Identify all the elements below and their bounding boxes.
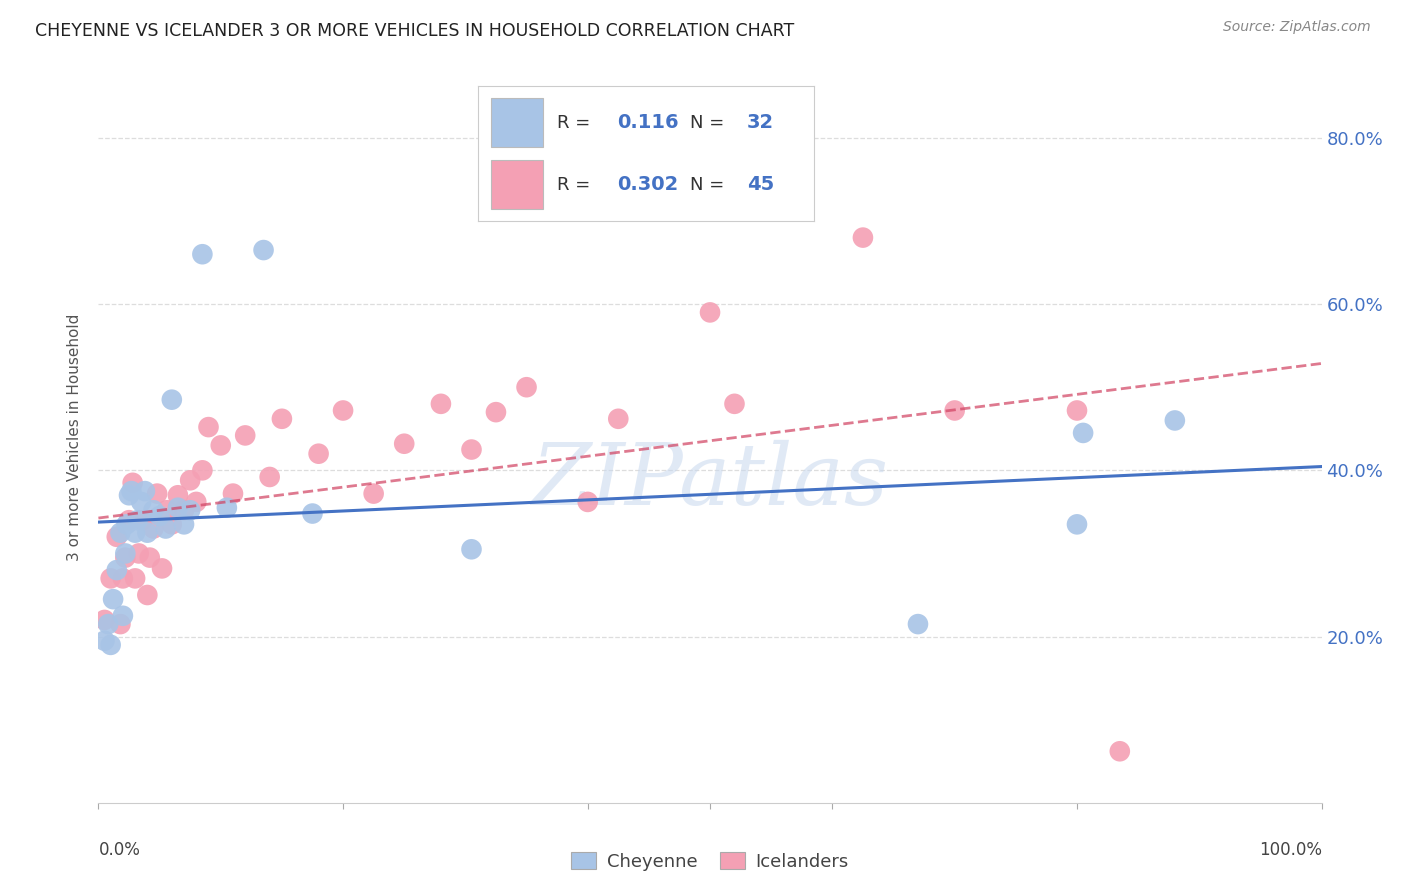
Point — [270, 412, 294, 426]
Text: ZIPatlas: ZIPatlas — [531, 440, 889, 523]
Point — [215, 500, 238, 515]
Point — [222, 486, 245, 500]
Point — [111, 571, 134, 585]
Point — [155, 521, 177, 535]
Point — [392, 436, 416, 450]
Point — [308, 447, 330, 461]
Point — [607, 412, 630, 426]
Text: 100.0%: 100.0% — [1258, 841, 1322, 859]
Point — [173, 503, 195, 517]
Point — [160, 392, 183, 407]
Point — [1071, 425, 1094, 440]
Point — [723, 397, 745, 411]
Point — [332, 403, 354, 417]
Point — [110, 617, 132, 632]
Point — [460, 442, 482, 457]
Text: Source: ZipAtlas.com: Source: ZipAtlas.com — [1223, 20, 1371, 34]
Point — [136, 588, 159, 602]
Point — [186, 495, 208, 509]
Point — [150, 561, 173, 575]
Point — [128, 546, 150, 560]
Point — [139, 550, 162, 565]
Point — [114, 550, 136, 565]
Point — [1066, 403, 1088, 417]
Point — [191, 463, 214, 477]
Point — [118, 488, 141, 502]
Point — [460, 542, 482, 557]
Point — [118, 513, 141, 527]
Point — [105, 530, 128, 544]
Point — [430, 397, 453, 411]
Y-axis label: 3 or more Vehicles in Household: 3 or more Vehicles in Household — [67, 313, 83, 561]
Point — [146, 486, 169, 500]
Point — [156, 503, 179, 517]
Point — [142, 521, 165, 535]
Point — [114, 546, 136, 560]
Legend: Cheyenne, Icelanders: Cheyenne, Icelanders — [564, 845, 856, 878]
Point — [131, 513, 153, 527]
Point — [576, 495, 599, 509]
Point — [134, 484, 156, 499]
Point — [943, 403, 966, 417]
Point — [907, 617, 929, 632]
Point — [252, 243, 274, 257]
Point — [852, 230, 875, 244]
Point — [97, 617, 120, 632]
Point — [101, 592, 124, 607]
Text: 0.0%: 0.0% — [98, 841, 141, 859]
Point — [301, 507, 323, 521]
Text: CHEYENNE VS ICELANDER 3 OR MORE VEHICLES IN HOUSEHOLD CORRELATION CHART: CHEYENNE VS ICELANDER 3 OR MORE VEHICLES… — [35, 22, 794, 40]
Point — [111, 608, 134, 623]
Point — [149, 509, 172, 524]
Point — [1066, 517, 1088, 532]
Point — [167, 488, 190, 502]
Point — [197, 420, 219, 434]
Point — [110, 525, 132, 540]
Point — [160, 517, 183, 532]
Point — [191, 247, 214, 261]
Point — [173, 517, 195, 532]
Point — [179, 473, 201, 487]
Point — [93, 613, 115, 627]
Point — [1108, 744, 1130, 758]
Point — [142, 503, 165, 517]
Point — [120, 484, 142, 499]
Point — [485, 405, 508, 419]
Point — [167, 500, 190, 515]
Point — [233, 428, 256, 442]
Point — [124, 571, 146, 585]
Point — [121, 475, 143, 490]
Point — [1164, 413, 1187, 427]
Point — [100, 638, 122, 652]
Point — [127, 513, 149, 527]
Point — [179, 503, 201, 517]
Point — [100, 571, 122, 585]
Point — [209, 438, 232, 452]
Point — [515, 380, 537, 394]
Point — [259, 470, 281, 484]
Point — [93, 633, 115, 648]
Point — [124, 525, 146, 540]
Point — [105, 563, 128, 577]
Point — [115, 517, 138, 532]
Point — [129, 495, 152, 509]
Point — [136, 525, 159, 540]
Point — [363, 486, 385, 500]
Point — [699, 305, 721, 319]
